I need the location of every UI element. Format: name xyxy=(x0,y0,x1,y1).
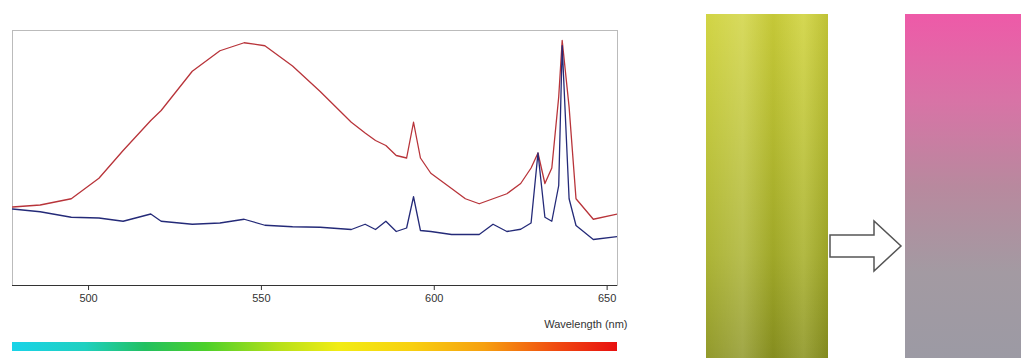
svg-text:500: 500 xyxy=(79,292,97,304)
svg-text:600: 600 xyxy=(425,292,443,304)
svg-text:550: 550 xyxy=(252,292,270,304)
svg-text:650: 650 xyxy=(598,292,616,304)
svg-text:Wavelength (nm): Wavelength (nm) xyxy=(544,318,627,330)
